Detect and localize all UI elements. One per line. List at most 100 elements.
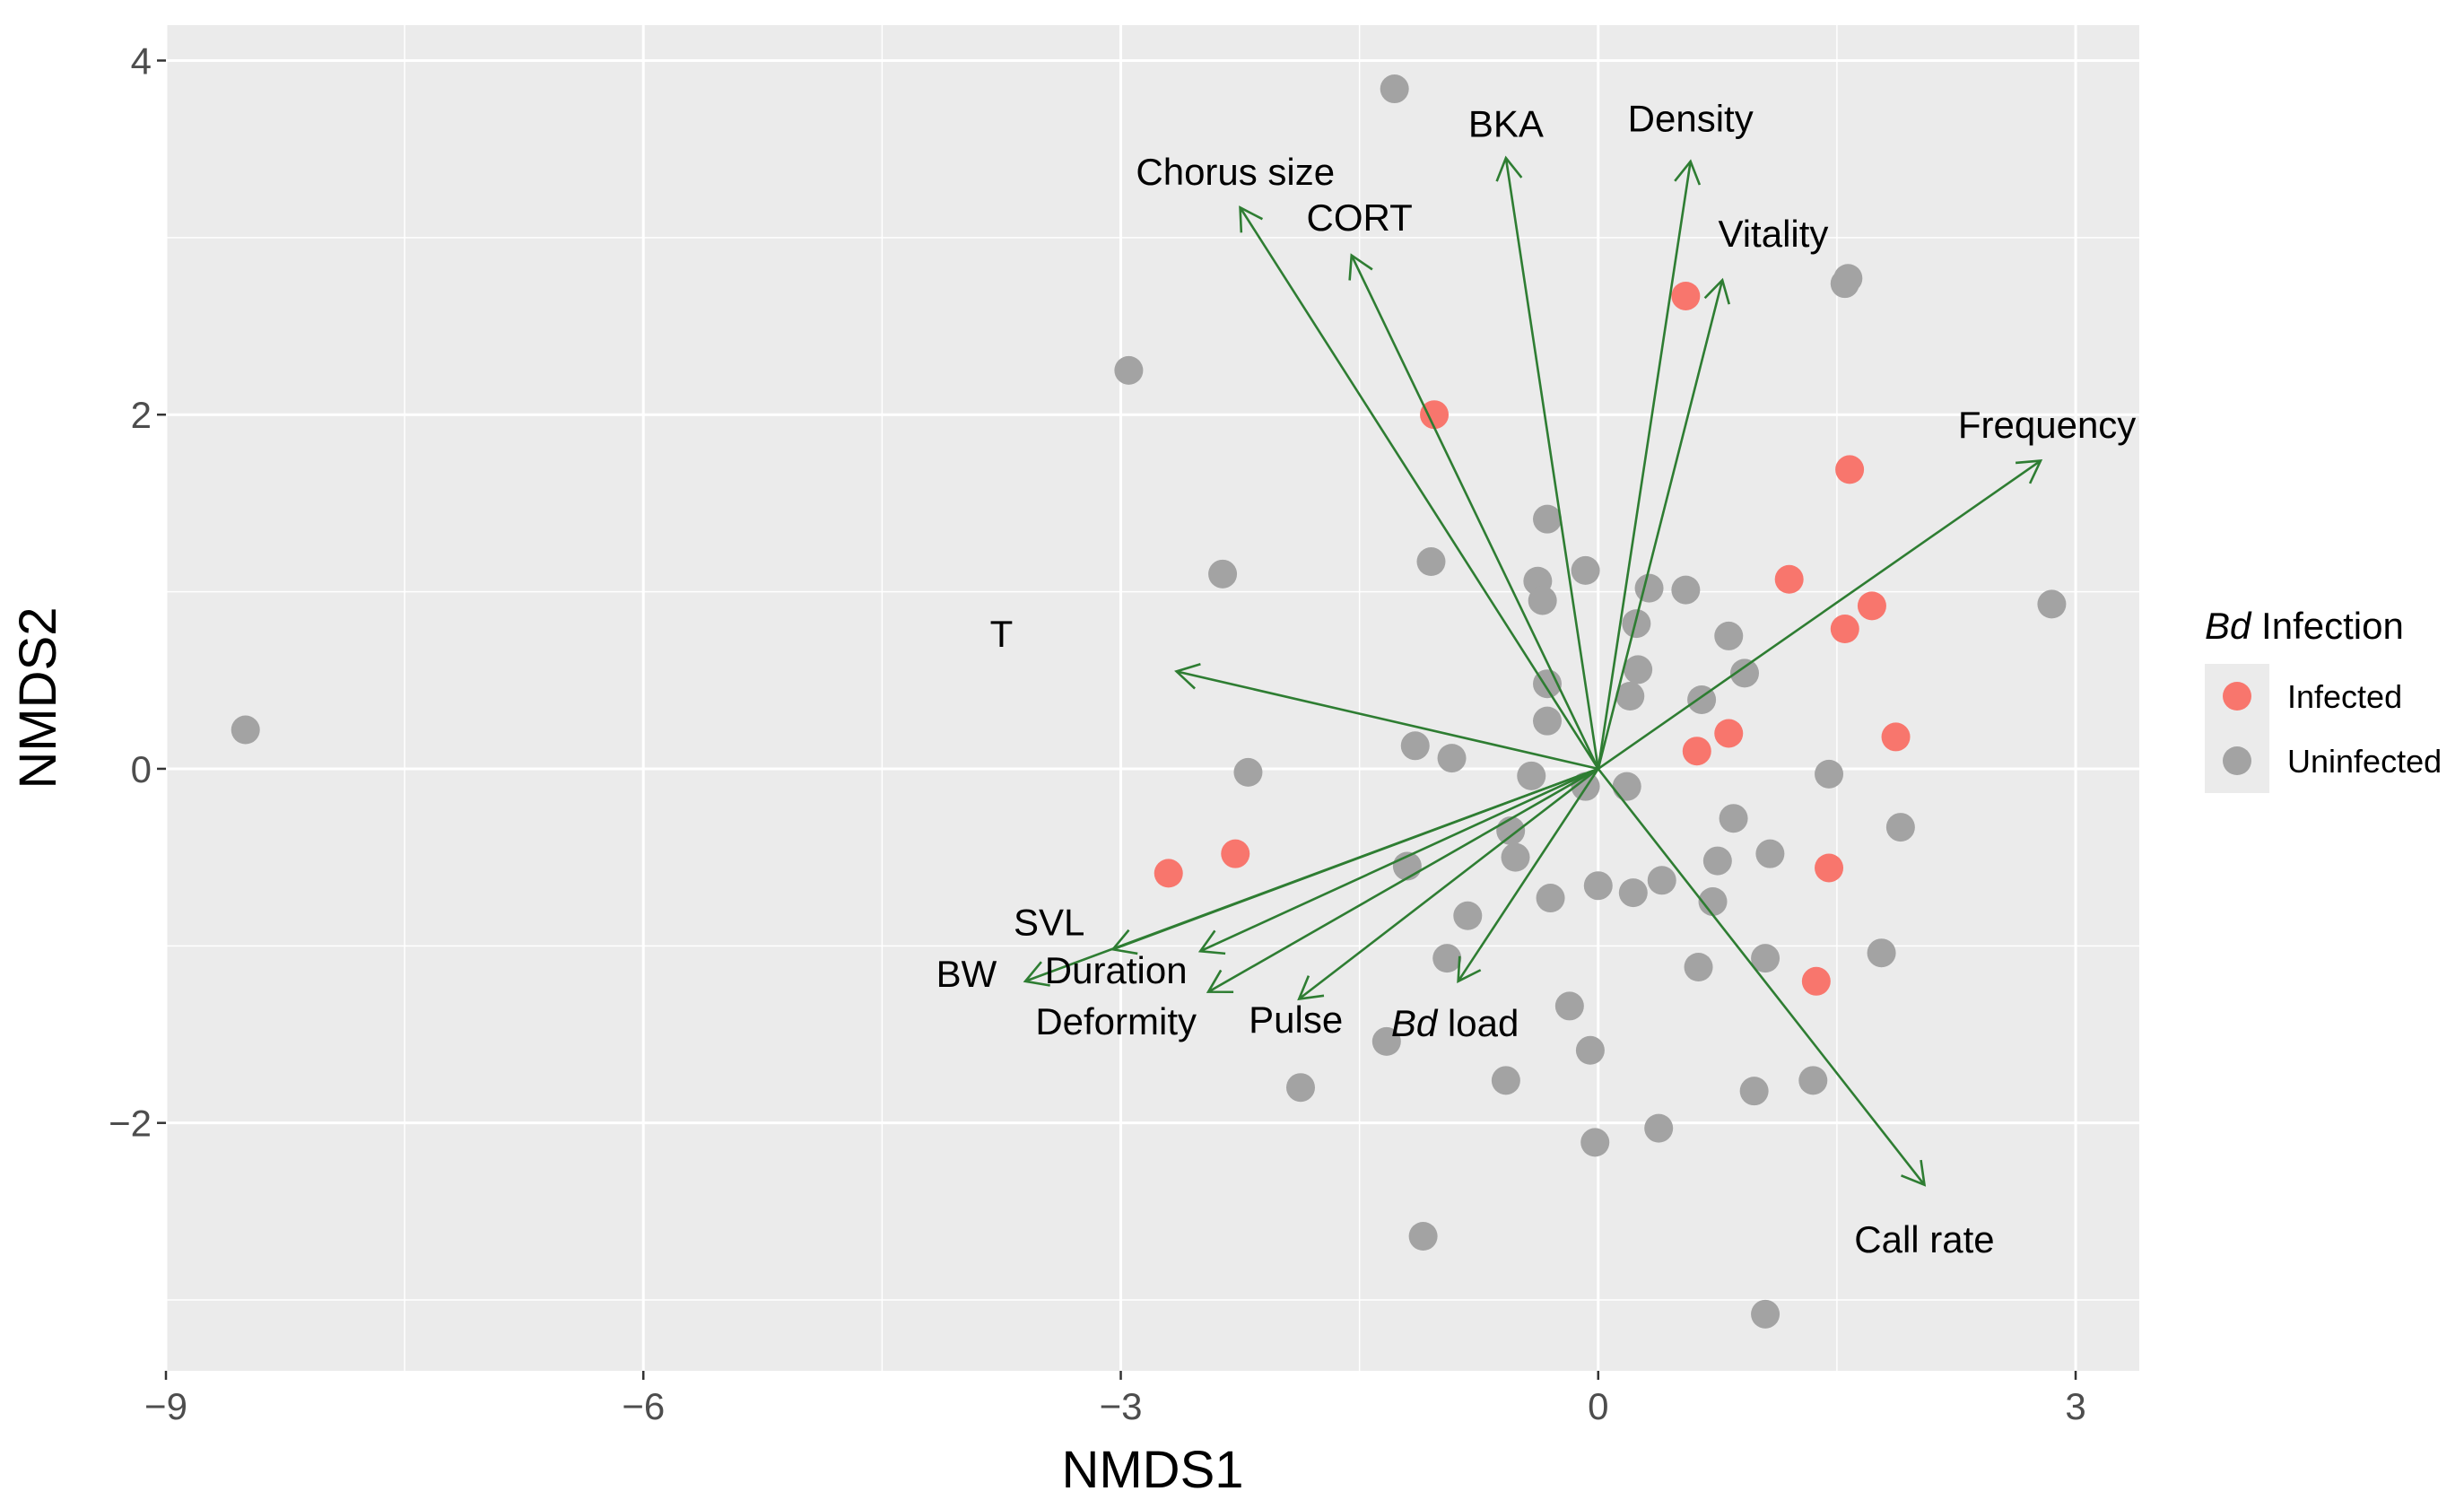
uninfected-point bbox=[1233, 757, 1263, 787]
uninfected-point bbox=[1437, 744, 1467, 773]
vector-label-text: Density bbox=[1628, 98, 1754, 140]
vector-label-text: Chorus size bbox=[1136, 151, 1335, 193]
uninfected-point bbox=[1286, 1073, 1315, 1103]
arrowhead-bd-load bbox=[1457, 955, 1482, 983]
vector-label-text: T bbox=[990, 613, 1014, 655]
vector-frequency bbox=[1598, 459, 2042, 771]
vector-label-deformity: Deformity bbox=[1035, 1000, 1197, 1042]
x-tick-label: −6 bbox=[622, 1385, 665, 1427]
arrowhead-duration bbox=[1197, 929, 1226, 955]
infected-point bbox=[1830, 615, 1859, 644]
legend-label-infected: Infected bbox=[2287, 678, 2402, 715]
vector-label-text: Frequency bbox=[1958, 404, 2136, 446]
uninfected-point bbox=[1615, 682, 1645, 711]
y-tick-label: 0 bbox=[131, 748, 152, 790]
vector-label-t: T bbox=[990, 613, 1014, 655]
x-axis-title: NMDS1 bbox=[1061, 1441, 1243, 1499]
infected-point bbox=[1801, 966, 1831, 996]
arrowhead-chorus-size bbox=[1239, 205, 1264, 233]
uninfected-point bbox=[1684, 953, 1713, 981]
uninfected-point bbox=[1114, 355, 1144, 385]
vector-label-bka: BKA bbox=[1468, 103, 1544, 145]
arrowhead-vitality bbox=[1703, 277, 1731, 305]
uninfected-point bbox=[1751, 944, 1781, 973]
uninfected-point bbox=[1554, 991, 1584, 1021]
minor-gridlines bbox=[166, 25, 2139, 1371]
vector-label-duration: Duration bbox=[1045, 949, 1188, 991]
vector-label-svl: SVL bbox=[1014, 902, 1084, 944]
infected-point bbox=[1682, 737, 1711, 766]
uninfected-point bbox=[1739, 1077, 1769, 1106]
y-tick-label: 2 bbox=[131, 394, 152, 436]
vector-bw bbox=[1024, 767, 1599, 983]
arrowhead-cort bbox=[1348, 253, 1373, 281]
plot-panel bbox=[166, 25, 2139, 1371]
x-axis-ticks: −9 −6 −3 0 3 bbox=[144, 1371, 2086, 1427]
uninfected-point bbox=[1751, 1299, 1781, 1329]
infected-point bbox=[1671, 281, 1701, 310]
infected-point bbox=[1714, 719, 1744, 748]
infected-point bbox=[1881, 722, 1911, 752]
uninfected-point bbox=[1491, 1066, 1520, 1095]
uninfected-point bbox=[1618, 878, 1648, 908]
infected-point bbox=[1154, 859, 1183, 888]
uninfected-point bbox=[1580, 1128, 1610, 1157]
uninfected-point bbox=[2037, 589, 2067, 619]
uninfected-point bbox=[1624, 655, 1653, 685]
uninfected-point bbox=[1815, 759, 1844, 789]
uninfected-point bbox=[1714, 621, 1744, 650]
arrowhead-call-rate bbox=[1901, 1159, 1927, 1187]
y-axis-title: NMDS2 bbox=[9, 606, 67, 789]
x-tick-label: 0 bbox=[1588, 1385, 1608, 1427]
vector-label-text: Vitality bbox=[1718, 213, 1828, 255]
arrowhead-t bbox=[1174, 662, 1201, 690]
uninfected-point bbox=[1380, 74, 1409, 104]
vector-label-italic: Bd bbox=[1391, 1002, 1439, 1044]
vector-bd-load bbox=[1457, 768, 1599, 982]
infected-point bbox=[1221, 839, 1250, 868]
uninfected-point bbox=[1501, 842, 1530, 872]
uninfected-point bbox=[1730, 658, 1759, 688]
vector-label-bw: BW bbox=[936, 953, 997, 995]
vector-label-density: Density bbox=[1628, 98, 1754, 140]
vector-bka bbox=[1504, 157, 1600, 770]
infected-point bbox=[1815, 853, 1844, 883]
vector-cort bbox=[1350, 255, 1599, 770]
uninfected-point bbox=[1453, 901, 1483, 930]
x-tick-label: 3 bbox=[2065, 1385, 2085, 1427]
uninfected-point bbox=[1533, 706, 1562, 736]
uninfected-point bbox=[1698, 886, 1728, 916]
uninfected-point bbox=[1647, 866, 1676, 895]
legend-key-uninfected bbox=[2223, 746, 2251, 775]
uninfected-point bbox=[1702, 846, 1732, 876]
uninfected-point bbox=[1432, 944, 1462, 973]
vector-label-text: BKA bbox=[1468, 103, 1544, 145]
uninfected-point bbox=[1671, 575, 1701, 605]
vector-label-text: Pulse bbox=[1249, 999, 1343, 1041]
legend: Bd Infection Infected Uninfected bbox=[2205, 605, 2442, 793]
uninfected-point bbox=[1400, 731, 1430, 761]
vector-call-rate bbox=[1597, 768, 1926, 1186]
arrowhead-pulse bbox=[1297, 975, 1325, 1001]
vector-label-text: Deformity bbox=[1035, 1000, 1197, 1042]
uninfected-point bbox=[1867, 938, 1896, 968]
vector-label-text: BW bbox=[936, 953, 997, 995]
legend-title-italic: Bd bbox=[2205, 605, 2252, 647]
legend-title-rest: Infection bbox=[2251, 605, 2403, 647]
uninfected-point bbox=[1416, 547, 1446, 577]
major-gridlines bbox=[164, 25, 2139, 1371]
vector-label-vitality: Vitality bbox=[1718, 213, 1828, 255]
y-tick-label: 4 bbox=[131, 39, 152, 82]
vector-label-bd-load: Bd load bbox=[1391, 1002, 1519, 1044]
uninfected-point bbox=[1496, 816, 1526, 846]
arrowhead-frequency bbox=[2015, 459, 2043, 484]
vector-label-text: load bbox=[1437, 1002, 1519, 1044]
vector-pulse bbox=[1298, 767, 1599, 1000]
uninfected-point bbox=[1575, 1035, 1605, 1065]
infected-point bbox=[1857, 591, 1886, 621]
arrowhead-bka bbox=[1495, 155, 1523, 182]
legend-title: Bd Infection bbox=[2205, 605, 2404, 647]
uninfected-point bbox=[1644, 1113, 1674, 1143]
uninfected-point bbox=[1528, 586, 1557, 615]
